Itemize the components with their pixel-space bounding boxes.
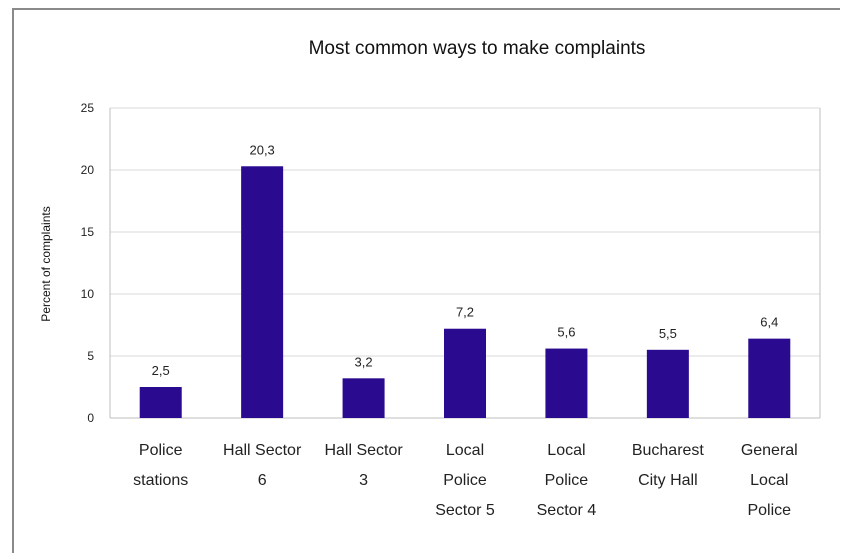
category-label-line: City Hall xyxy=(638,472,698,489)
category-label-line: Sector 4 xyxy=(537,502,597,519)
category-label-line: Sector 5 xyxy=(435,502,495,519)
data-label: 5,5 xyxy=(659,326,677,341)
category-label-line: Police xyxy=(443,472,487,489)
data-label: 3,2 xyxy=(355,354,373,369)
category-label-line: General xyxy=(741,442,798,459)
data-label: 7,2 xyxy=(456,305,474,320)
y-tick-label: 25 xyxy=(81,101,95,115)
y-tick-labels: 0 5 10 15 20 25 xyxy=(81,101,95,425)
y-tick-label: 5 xyxy=(87,349,94,363)
category-label: Hall Sector 3 xyxy=(324,442,403,489)
bar xyxy=(139,387,182,418)
category-label-line: Hall Sector xyxy=(223,442,302,459)
category-label-line: 3 xyxy=(359,472,368,489)
data-label: 20,3 xyxy=(249,142,274,157)
y-tick-label: 0 xyxy=(87,411,94,425)
category-label-line: Local xyxy=(446,442,484,459)
category-label-line: Bucharest xyxy=(632,442,705,459)
bar xyxy=(748,338,791,418)
category-label: Local Police Sector 4 xyxy=(537,442,597,519)
category-label: Hall Sector 6 xyxy=(223,442,302,489)
data-label: 6,4 xyxy=(760,315,778,330)
category-label: Local Police Sector 5 xyxy=(435,442,495,519)
y-tick-label: 10 xyxy=(81,287,95,301)
category-label-line: Local xyxy=(547,442,585,459)
y-tick-label: 20 xyxy=(81,163,95,177)
category-label-line: 6 xyxy=(258,472,267,489)
category-label-line: Hall Sector xyxy=(324,442,403,459)
bar xyxy=(646,349,689,418)
category-label-line: stations xyxy=(133,472,188,489)
chart-title: Most common ways to make complaints xyxy=(309,38,646,59)
data-labels: 2,5 20,3 3,2 7,2 5,6 5,5 6,4 xyxy=(152,142,779,378)
category-label-line: Police xyxy=(545,472,589,489)
bar xyxy=(444,328,486,418)
bar xyxy=(545,348,588,418)
category-label-line: Local xyxy=(750,472,788,489)
category-label: Police stations xyxy=(133,442,188,489)
data-label: 2,5 xyxy=(152,363,170,378)
category-label-line: Police xyxy=(139,442,183,459)
category-label: General Local Police xyxy=(741,442,798,519)
y-axis-label: Percent of complaints xyxy=(39,206,53,321)
bar xyxy=(241,166,284,418)
y-tick-label: 15 xyxy=(81,225,95,239)
frame-border xyxy=(12,8,840,553)
bar xyxy=(342,378,385,418)
data-label: 5,6 xyxy=(557,325,575,340)
category-label-line: Police xyxy=(747,502,791,519)
bars xyxy=(139,166,791,418)
category-label: Bucharest City Hall xyxy=(632,442,705,489)
x-category-labels: Police stations Hall Sector 6 Hall Sector 3 Lo… xyxy=(133,442,798,519)
